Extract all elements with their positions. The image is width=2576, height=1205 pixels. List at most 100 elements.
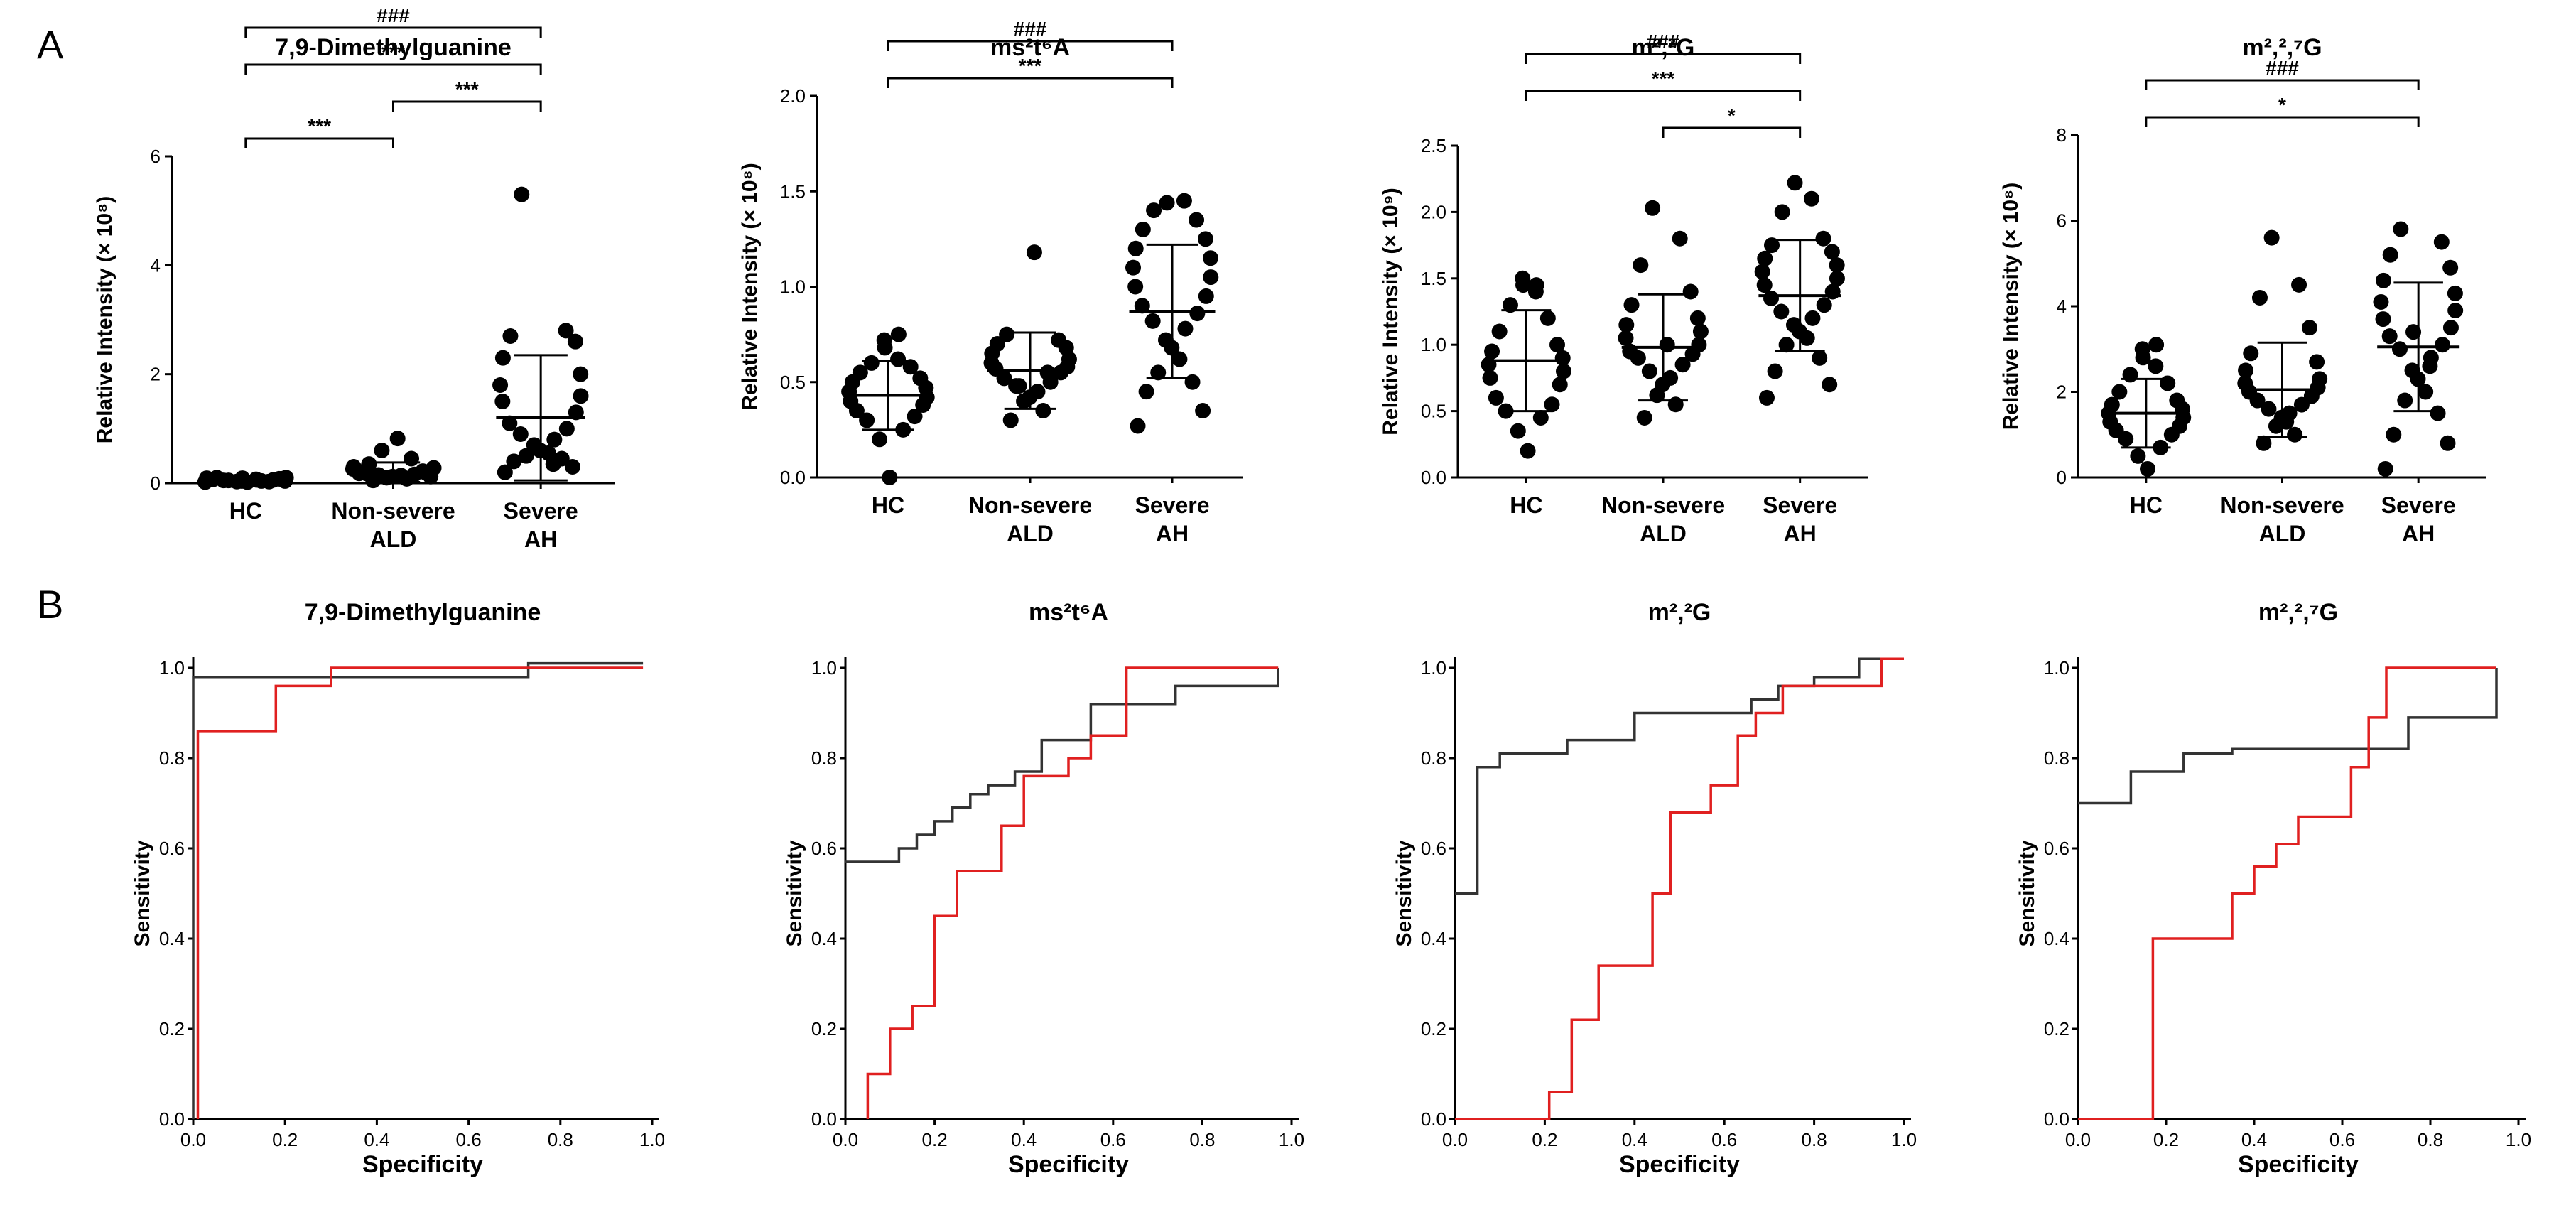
y-tick-label: 0.0 [159,1108,185,1130]
category-label: Severe [1135,492,1210,518]
y-tick-label: 2 [2057,382,2067,403]
data-point [2312,371,2328,387]
data-point [1778,337,1795,353]
y-tick-label: 8 [2057,124,2067,146]
data-point [1051,332,1067,348]
data-point [1785,317,1802,333]
data-point [1127,279,1144,295]
data-point [1757,250,1773,266]
data-point [1774,204,1790,220]
y-axis-label: Relative Intensity (× 10⁸) [1999,183,2023,430]
data-point [1829,270,1845,286]
data-point [882,470,898,485]
data-point [1692,323,1709,340]
significance-bracket [887,77,1174,88]
data-point [1758,389,1775,406]
x-tick-label: 0.6 [1100,1129,1126,1150]
chart-title: 7,9-Dimethylguanine [305,599,541,626]
x-tick-label: 0.6 [2329,1129,2355,1150]
data-point [494,394,511,409]
data-point [1491,323,1508,340]
significance-label: *** [455,78,479,100]
x-tick-label: 1.0 [639,1129,665,1150]
y-axis-label: Relative Intensity (× 10⁸) [738,163,762,410]
significance-label: * [1728,104,1736,126]
x-tick-label: 0.0 [1442,1129,1468,1150]
data-point [2169,392,2185,409]
data-point [1510,423,1526,439]
category-label: ALD [1640,521,1687,546]
roc-curve-red [1455,657,1904,1120]
significance-bracket [244,63,542,75]
y-tick-label: 1.5 [1421,268,1446,289]
data-point [1039,364,1056,381]
data-point [2386,426,2402,443]
data-point [506,453,522,470]
data-point [907,409,923,425]
data-point [912,370,929,387]
significance-label: ### [2266,57,2299,79]
category-label: Non-severe [1601,492,1725,518]
x-tick-label: 1.0 [1279,1129,1304,1150]
data-point [2251,289,2268,306]
category-label: HC [229,498,262,524]
x-axis-label: Specificity [2238,1151,2359,1178]
data-point [1822,377,1838,393]
x-tick-label: 0.0 [833,1129,858,1150]
data-point [1515,270,1531,286]
significance-bracket [1525,90,1802,101]
y-tick-label: 0.0 [1421,467,1446,488]
data-point [863,355,880,371]
data-point [989,336,1005,352]
data-point [514,186,530,202]
data-point [2122,367,2138,383]
y-axis-label: Sensitivity [2015,840,2039,946]
data-point [1689,310,1706,326]
y-tick-label: 0.6 [2044,838,2069,859]
x-axis-label: Specificity [1008,1151,1129,1178]
roc-curve-red [196,666,644,1119]
charts-group: 7,9-Dimethylguanine 0 2 4 6 Relative Intensit… [93,4,2531,1178]
y-tick-label: 4 [2057,296,2067,317]
data-point [1659,337,1675,353]
data-point [2375,311,2391,328]
data-point [2104,396,2120,413]
data-point [2160,375,2176,391]
data-point [389,431,406,447]
data-point [1171,351,1188,367]
y-tick-label: 0.2 [2044,1018,2069,1039]
data-point [558,421,575,437]
y-tick-label: 6 [151,146,161,167]
data-point [2130,448,2146,464]
data-point [999,326,1015,342]
category-label: HC [872,492,904,518]
data-point [2309,354,2325,370]
chart-title: m²,²,⁷G [2258,599,2338,626]
data-point [2140,460,2156,477]
data-point [1815,230,1831,247]
data-point [1189,306,1206,322]
data-point [1127,240,1144,256]
y-tick-label: 0.0 [1421,1108,1446,1130]
y-tick-label: 0.6 [1421,838,1446,859]
data-point [568,404,584,421]
roc-chart-1: 7,9-Dimethylguanine 0.0 0.2 0.4 0.6 0.8 1.0 0.0… [131,599,665,1178]
data-point [1197,231,1213,247]
data-point [546,431,563,448]
significance-label: * [2278,94,2286,116]
data-point [1756,277,1773,293]
data-point [2397,392,2413,409]
data-point [1667,396,1684,413]
y-tick-label: 1.0 [2044,657,2069,679]
data-point [2391,341,2408,357]
x-tick-label: 0.4 [2241,1129,2267,1150]
data-point [564,459,580,475]
data-point [2435,337,2451,353]
data-point [2381,328,2398,345]
data-point [2301,320,2317,336]
chart-title: 7,9-Dimethylguanine [275,34,512,61]
data-point [1549,337,1566,353]
x-tick-label: 0.4 [364,1129,389,1150]
data-point [512,426,529,442]
